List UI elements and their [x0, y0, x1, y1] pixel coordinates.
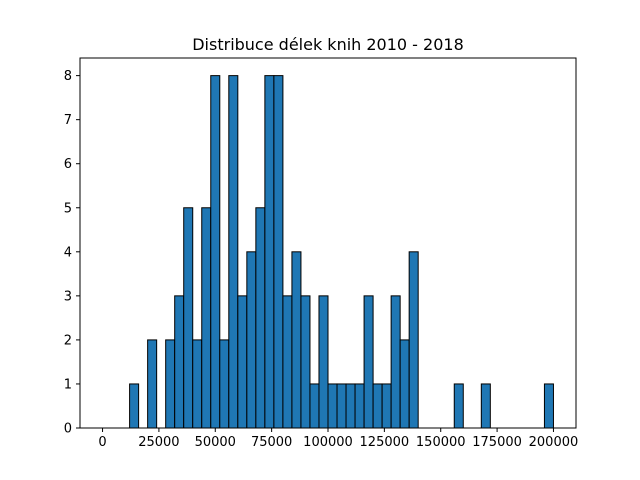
- chart-title: Distribuce délek knih 2010 - 2018: [192, 35, 464, 54]
- histogram-bar: [201, 207, 212, 429]
- histogram-bar: [237, 295, 248, 429]
- histogram-bar: [174, 295, 185, 429]
- histogram-bar: [345, 383, 356, 429]
- x-tick-label: 25000: [138, 435, 179, 450]
- histogram-bar: [183, 207, 194, 429]
- histogram-bar: [453, 383, 464, 429]
- histogram-bar: [273, 75, 284, 429]
- x-tick-label: 75000: [251, 435, 292, 450]
- y-tick-label: 4: [64, 245, 72, 260]
- y-tick-label: 6: [64, 157, 72, 172]
- x-tick-label: 100000: [303, 435, 353, 450]
- histogram-bar: [129, 383, 140, 429]
- histogram-bar: [300, 295, 311, 429]
- histogram-bar: [219, 339, 230, 429]
- histogram-bar: [255, 207, 266, 429]
- histogram-bar: [228, 75, 239, 429]
- x-tick-label: 0: [98, 435, 106, 450]
- histogram-bar: [264, 75, 275, 429]
- histogram-bar: [543, 383, 554, 429]
- histogram-bar: [327, 383, 338, 429]
- y-tick-label: 2: [64, 333, 72, 348]
- histogram-bar: [480, 383, 491, 429]
- y-tick-label: 5: [64, 201, 72, 216]
- histogram-bar: [381, 383, 392, 429]
- histogram-bar: [291, 251, 302, 429]
- histogram-bar: [210, 75, 221, 429]
- histogram-bar: [165, 339, 176, 429]
- x-tick-label: 200000: [529, 435, 579, 450]
- histogram-bar: [336, 383, 347, 429]
- x-tick-label: 175000: [472, 435, 522, 450]
- y-tick-label: 8: [64, 69, 72, 84]
- histogram-bar: [282, 295, 293, 429]
- y-axis: 0 1 2 3 4 5 6 7 8: [64, 69, 80, 437]
- plot-frame: [79, 57, 577, 429]
- y-tick-label: 0: [64, 422, 72, 437]
- y-tick-label: 7: [64, 113, 72, 128]
- y-tick-label: 3: [64, 289, 72, 304]
- histogram-bar: [147, 339, 158, 429]
- histogram-bar: [408, 251, 419, 429]
- histogram-bar: [372, 383, 383, 429]
- histogram-bar: [399, 339, 410, 429]
- x-tick-label: 125000: [360, 435, 410, 450]
- histogram-bar: [192, 339, 203, 429]
- x-axis: 0 25000 50000 75000 100000 125000 150000 175000…: [98, 428, 578, 450]
- histogram-bar: [318, 295, 329, 429]
- histogram-bar: [354, 383, 365, 429]
- y-tick-label: 1: [64, 377, 72, 392]
- histogram-bar: [390, 295, 401, 429]
- x-tick-label: 50000: [195, 435, 236, 450]
- histogram-bar: [246, 251, 257, 429]
- histogram-bar: [309, 383, 320, 429]
- x-tick-label: 150000: [416, 435, 466, 450]
- histogram-bar: [363, 295, 374, 429]
